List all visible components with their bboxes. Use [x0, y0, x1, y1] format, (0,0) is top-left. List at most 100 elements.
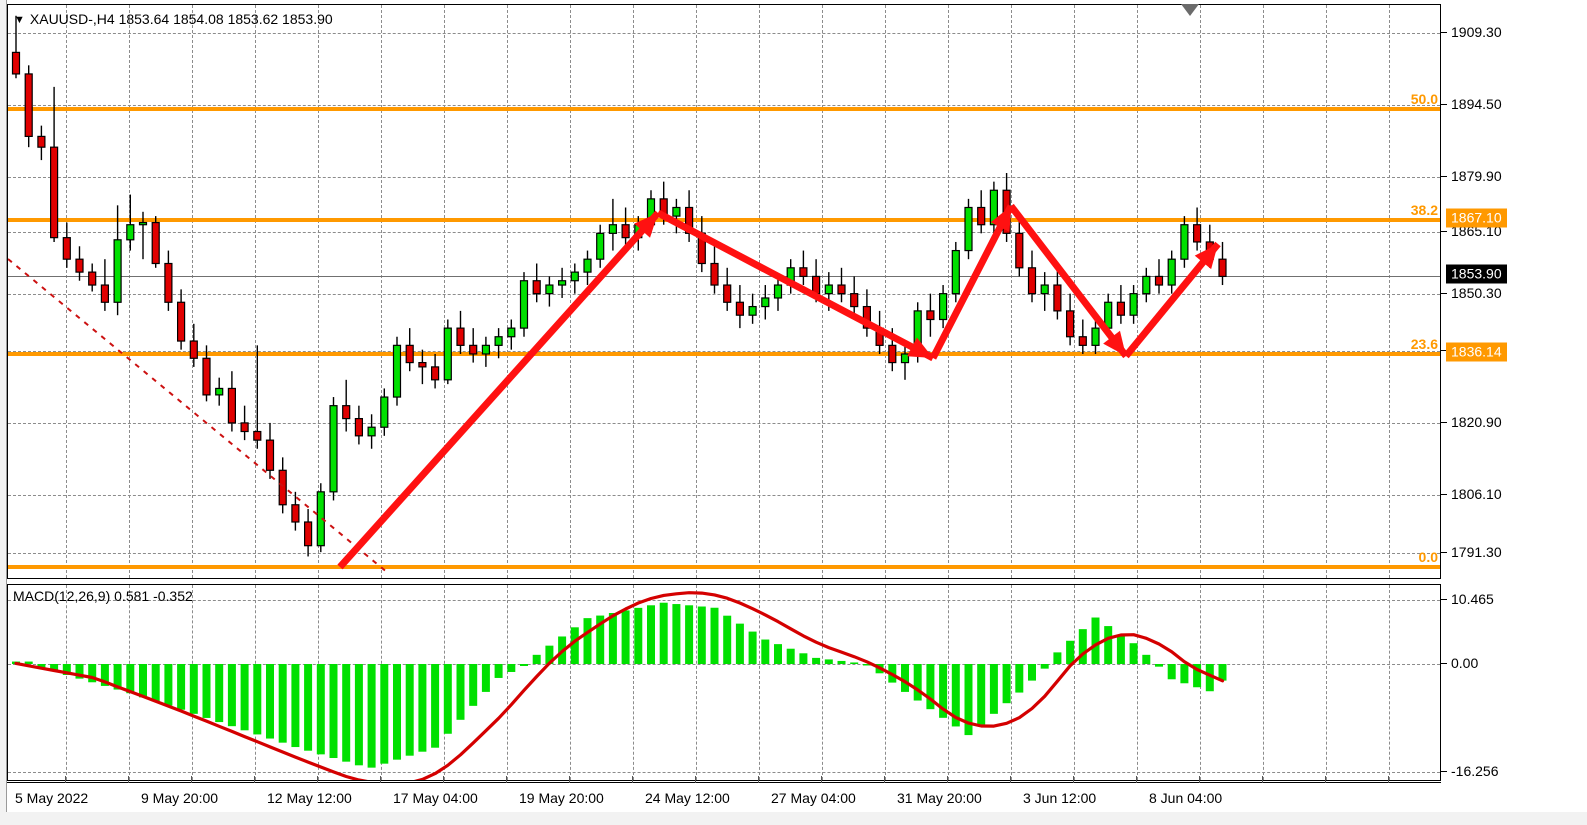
time-tick-mark — [1010, 776, 1011, 783]
gridline-vertical — [381, 585, 382, 780]
gridline-horizontal — [8, 177, 1440, 178]
gridline-vertical — [759, 585, 760, 780]
fib-level-label: 38.2 — [1410, 202, 1438, 218]
price-axis-tick: 1806.10 — [1441, 486, 1502, 502]
gridline-vertical — [885, 585, 886, 780]
gridline-horizontal — [8, 772, 1440, 773]
fib-level-line[interactable] — [8, 565, 1440, 569]
fib-level-line[interactable] — [8, 352, 1440, 356]
price-tick-label: 1806.10 — [1451, 486, 1502, 502]
time-tick-mark — [1073, 776, 1074, 783]
time-tick-mark — [821, 776, 822, 783]
price-tick-label: 1850.30 — [1451, 285, 1502, 301]
time-scale[interactable]: 5 May 2022 9 May 20:00 12 May 12:00 17 May … — [7, 776, 1441, 812]
time-axis-label: 17 May 04:00 — [393, 790, 478, 806]
gridline-vertical — [1011, 585, 1012, 780]
fib-level-line[interactable] — [8, 218, 1440, 222]
time-tick-mark — [317, 776, 318, 783]
gridline-vertical — [570, 585, 571, 780]
gridline-horizontal — [8, 553, 1440, 554]
price-tick-label: 1791.30 — [1451, 544, 1502, 560]
time-tick-mark — [1325, 776, 1326, 783]
gridline-vertical — [822, 585, 823, 780]
time-tick-mark — [695, 776, 696, 783]
time-axis-label: 9 May 20:00 — [141, 790, 219, 806]
gridline-vertical — [318, 585, 319, 780]
price-tick-label: 0.00 — [1451, 655, 1479, 671]
gridline-horizontal — [8, 105, 1440, 106]
gridline-vertical — [1263, 585, 1264, 780]
collapse-icon[interactable]: ▼ — [14, 14, 25, 26]
current-price-line — [8, 276, 1440, 277]
time-tick-mark — [191, 776, 192, 783]
price-axis-tick: 1791.30 — [1441, 544, 1502, 560]
gridline-vertical — [1200, 585, 1201, 780]
time-tick-mark — [1262, 776, 1263, 783]
price-tick-label: 1894.50 — [1451, 96, 1502, 112]
fib-level-label: 50.0 — [1410, 91, 1438, 107]
price-tick-label: -16.256 — [1451, 763, 1499, 779]
time-tick-mark — [1199, 776, 1200, 783]
fib-level-line[interactable] — [8, 107, 1440, 111]
gridline-horizontal — [8, 495, 1440, 496]
gridline-vertical — [1326, 5, 1327, 578]
gridline-vertical — [696, 585, 697, 780]
price-chart-panel[interactable]: 50.0 38.2 23.6 0.0 ▼ XAUUSD-,H4 1853.64 1854… — [7, 4, 1441, 579]
fib-price-badge[interactable]: 1867.10 — [1446, 208, 1507, 228]
time-axis-label: 12 May 12:00 — [267, 790, 352, 806]
time-tick-mark — [947, 776, 948, 783]
time-tick-mark — [128, 776, 129, 783]
price-axis-tick: 1894.50 — [1441, 96, 1502, 112]
time-axis-label: 5 May 2022 — [15, 790, 89, 806]
symbol-header: ▼ XAUUSD-,H4 1853.64 1854.08 1853.62 1853… — [14, 11, 333, 27]
macd-panel[interactable]: MACD(12,26,9) 0.581 -0.352 — [7, 584, 1441, 781]
left-gutter — [0, 0, 7, 812]
time-tick-mark — [1388, 776, 1389, 783]
macd-gridlines — [8, 585, 1440, 780]
fib-level-label: 0.0 — [1418, 549, 1438, 565]
gridline-vertical — [255, 585, 256, 780]
gridline-vertical — [1074, 585, 1075, 780]
time-tick-mark — [758, 776, 759, 783]
time-tick-mark — [884, 776, 885, 783]
price-axis-tick: 1879.90 — [1441, 168, 1502, 184]
price-axis-tick: 1909.30 — [1441, 24, 1502, 40]
gridline-vertical — [507, 585, 508, 780]
fib-level-label: 23.6 — [1410, 336, 1438, 352]
bottom-gutter — [0, 812, 1587, 825]
time-axis-label: 3 Jun 12:00 — [1023, 790, 1097, 806]
fib-price-badge[interactable]: 1836.14 — [1446, 342, 1507, 362]
gridline-vertical — [66, 585, 67, 780]
price-tick-label: 1820.90 — [1451, 414, 1502, 430]
price-tick-label: 1909.30 — [1451, 24, 1502, 40]
price-scale[interactable]: 1909.301894.501879.901865.101850.301835.… — [1441, 4, 1587, 781]
time-tick-mark — [443, 776, 444, 783]
gridline-vertical — [1389, 585, 1390, 780]
gridline-vertical — [129, 585, 130, 780]
time-tick-mark — [254, 776, 255, 783]
gridline-vertical — [633, 585, 634, 780]
time-tick-mark — [632, 776, 633, 783]
gridline-vertical — [948, 585, 949, 780]
gridline-vertical — [1263, 5, 1264, 578]
gridline-vertical — [1137, 585, 1138, 780]
gridline-horizontal — [8, 423, 1440, 424]
time-tick-mark — [1136, 776, 1137, 783]
gridline-horizontal — [8, 600, 1440, 601]
price-axis-tick: -16.256 — [1441, 763, 1499, 779]
time-axis-label: 8 Jun 04:00 — [1149, 790, 1223, 806]
price-axis-tick: 0.00 — [1441, 655, 1479, 671]
gridline-vertical — [444, 585, 445, 780]
fibonacci-levels[interactable]: 50.0 38.2 23.6 0.0 — [8, 5, 1440, 578]
current-price-badge[interactable]: 1853.90 — [1446, 264, 1507, 284]
price-tick-label: 10.465 — [1451, 591, 1494, 607]
gridline-vertical — [1389, 5, 1390, 578]
time-tick-mark — [506, 776, 507, 783]
time-axis-label: 24 May 12:00 — [645, 790, 730, 806]
gridline-horizontal — [8, 33, 1440, 34]
gridline-horizontal — [8, 664, 1440, 665]
price-axis-tick: 1820.90 — [1441, 414, 1502, 430]
time-tick-mark — [380, 776, 381, 783]
triangle-down-marker[interactable] — [1181, 4, 1199, 16]
